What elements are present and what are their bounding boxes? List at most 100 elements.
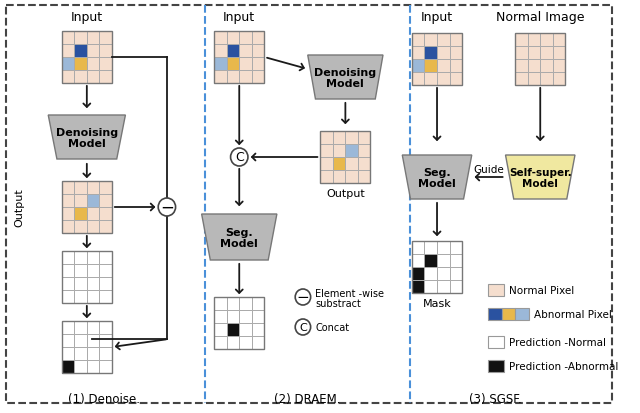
- Bar: [358, 158, 371, 171]
- Bar: [227, 45, 239, 58]
- Bar: [528, 34, 540, 47]
- Bar: [320, 158, 333, 171]
- Bar: [227, 71, 239, 84]
- Text: Output: Output: [326, 189, 365, 199]
- Bar: [239, 58, 252, 71]
- Bar: [488, 284, 504, 296]
- Bar: [412, 242, 462, 293]
- Bar: [214, 310, 227, 323]
- Text: (1) Denoise.: (1) Denoise.: [68, 392, 140, 406]
- Bar: [227, 58, 239, 71]
- Bar: [99, 207, 112, 221]
- Bar: [488, 308, 502, 320]
- Bar: [61, 45, 74, 58]
- Bar: [74, 71, 87, 84]
- Bar: [515, 47, 528, 60]
- Polygon shape: [308, 56, 383, 100]
- Bar: [214, 297, 227, 310]
- Bar: [346, 145, 358, 158]
- Polygon shape: [506, 156, 575, 199]
- Bar: [424, 267, 437, 280]
- Text: Model: Model: [68, 139, 106, 149]
- Text: (3) SGSF.: (3) SGSF.: [468, 392, 521, 406]
- Text: Element -wise: Element -wise: [316, 288, 385, 298]
- Text: (2) DRAEM.: (2) DRAEM.: [273, 392, 340, 406]
- Bar: [358, 171, 371, 183]
- Bar: [449, 254, 462, 267]
- Bar: [437, 60, 449, 73]
- Bar: [99, 58, 112, 71]
- Bar: [540, 73, 553, 86]
- Bar: [214, 32, 227, 45]
- Bar: [239, 310, 252, 323]
- Bar: [61, 32, 112, 84]
- Bar: [252, 45, 264, 58]
- Bar: [74, 58, 87, 71]
- Circle shape: [295, 289, 310, 305]
- Text: Seg.: Seg.: [423, 168, 451, 178]
- Bar: [412, 34, 424, 47]
- Bar: [74, 334, 87, 347]
- Bar: [437, 73, 449, 86]
- Bar: [99, 334, 112, 347]
- Bar: [239, 71, 252, 84]
- Bar: [502, 308, 515, 320]
- Bar: [99, 277, 112, 290]
- Bar: [553, 47, 565, 60]
- Bar: [214, 32, 264, 84]
- Polygon shape: [403, 156, 472, 199]
- Bar: [74, 290, 87, 303]
- Bar: [74, 277, 87, 290]
- Bar: [412, 280, 424, 293]
- Bar: [99, 32, 112, 45]
- Bar: [61, 252, 112, 303]
- Bar: [424, 73, 437, 86]
- Bar: [74, 321, 87, 334]
- Bar: [239, 323, 252, 336]
- Bar: [99, 290, 112, 303]
- Bar: [515, 60, 528, 73]
- Bar: [214, 336, 227, 349]
- Text: Prediction -Abnormal: Prediction -Abnormal: [509, 361, 619, 371]
- Bar: [87, 360, 99, 373]
- Bar: [87, 221, 99, 233]
- Bar: [61, 182, 74, 195]
- Bar: [424, 242, 437, 254]
- Text: C: C: [235, 151, 244, 164]
- Bar: [227, 323, 239, 336]
- Bar: [74, 252, 87, 264]
- Bar: [424, 34, 437, 47]
- Bar: [553, 34, 565, 47]
- Bar: [252, 310, 264, 323]
- Bar: [99, 71, 112, 84]
- Bar: [320, 171, 333, 183]
- Bar: [61, 71, 74, 84]
- Bar: [449, 242, 462, 254]
- Bar: [358, 145, 371, 158]
- Bar: [61, 321, 74, 334]
- Bar: [449, 267, 462, 280]
- Text: Denoising: Denoising: [314, 68, 376, 78]
- Bar: [437, 242, 449, 254]
- Text: substract: substract: [316, 298, 362, 308]
- Bar: [553, 73, 565, 86]
- Bar: [239, 45, 252, 58]
- Bar: [540, 34, 553, 47]
- Bar: [74, 195, 87, 207]
- Bar: [99, 182, 112, 195]
- Bar: [61, 182, 112, 233]
- Bar: [74, 264, 87, 277]
- Bar: [412, 254, 424, 267]
- Bar: [61, 347, 74, 360]
- Text: Input: Input: [223, 12, 255, 24]
- Bar: [252, 336, 264, 349]
- Bar: [320, 132, 333, 145]
- Text: Model: Model: [326, 79, 364, 89]
- Bar: [412, 267, 424, 280]
- Text: Model: Model: [522, 178, 558, 189]
- Bar: [99, 221, 112, 233]
- Bar: [99, 321, 112, 334]
- Bar: [449, 280, 462, 293]
- Bar: [252, 58, 264, 71]
- Bar: [87, 334, 99, 347]
